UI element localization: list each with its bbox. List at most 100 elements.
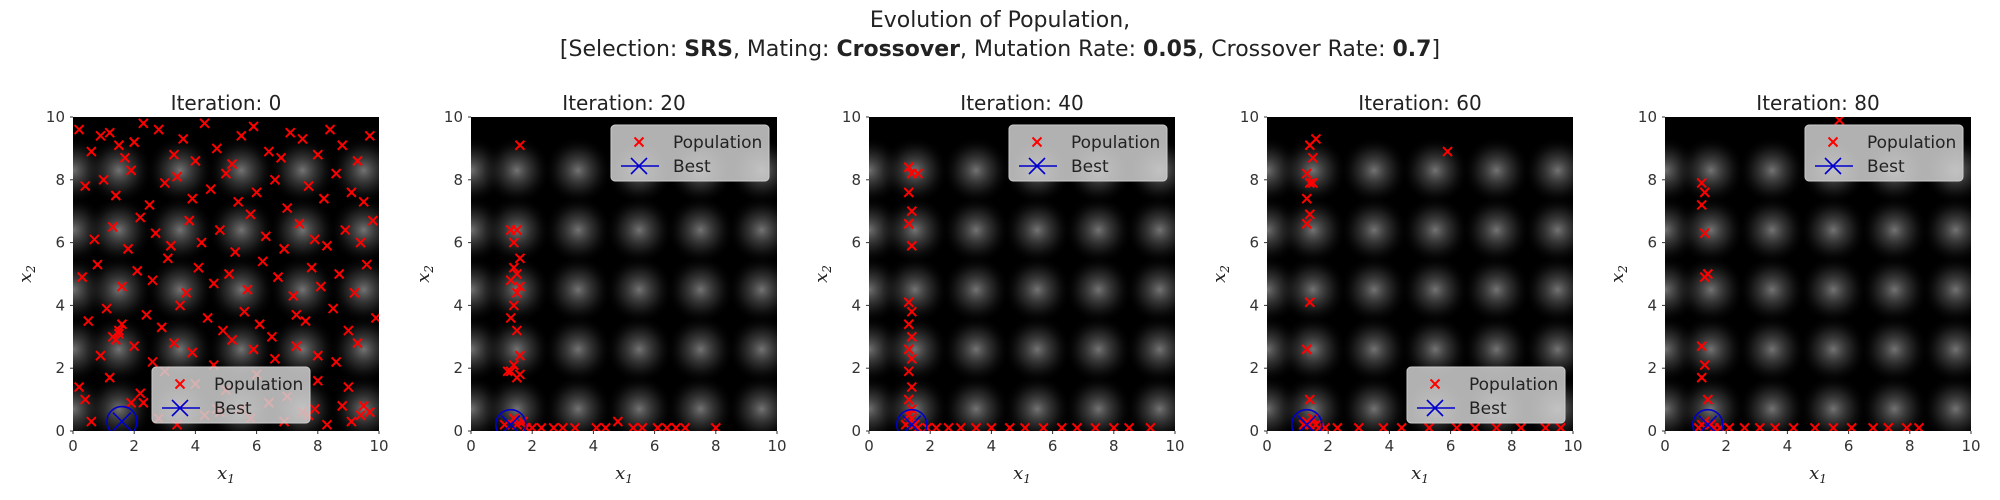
population-point (1038, 422, 1049, 431)
population-point (315, 281, 327, 292)
population-point (300, 315, 311, 327)
population-point (337, 400, 348, 412)
y-tick-label: 2 (851, 359, 861, 377)
landscape-peak (1860, 315, 1929, 384)
population-point (903, 366, 914, 377)
x-tick-label: 6 (1446, 437, 1456, 455)
x-tick-label: 2 (925, 437, 935, 455)
population-point (217, 325, 229, 336)
subplot-title: Iteration: 0 (171, 91, 282, 115)
landscape-peak (1125, 196, 1175, 265)
landscape-peak (1003, 315, 1072, 384)
landscape-peak (84, 136, 153, 205)
landscape-peak (544, 315, 613, 384)
population-point (906, 331, 918, 343)
landscape-peak (1738, 196, 1807, 265)
population-point (202, 312, 213, 324)
population-point (211, 143, 223, 154)
population-point (1913, 422, 1925, 431)
x-tick-label: 8 (1109, 437, 1119, 455)
population-point (986, 422, 997, 431)
selection-value: SRS (684, 37, 733, 62)
population-point (278, 243, 290, 255)
landscape-peak (482, 136, 551, 205)
population-point (1491, 422, 1502, 431)
landscape-peak (146, 315, 215, 384)
legend-population-marker (1031, 136, 1043, 148)
population-point (337, 140, 348, 151)
population-point (1515, 422, 1527, 431)
population-point (505, 312, 516, 324)
legend-best-marker (1028, 157, 1046, 175)
subplot-title: Iteration: 40 (960, 91, 1083, 115)
population-point (138, 397, 149, 408)
population-point (128, 136, 140, 148)
population-point (122, 243, 134, 255)
y-axis-label: x2 (811, 265, 834, 283)
population-point (260, 231, 271, 242)
x-tick-label: 0 (1262, 437, 1272, 455)
population-point (1828, 422, 1839, 431)
legend-population-marker (633, 136, 645, 148)
landscape-peak (1462, 315, 1531, 384)
population-point (104, 372, 115, 383)
landscape-peak (1921, 315, 1971, 384)
landscape-peak (1401, 136, 1470, 205)
population-point (98, 174, 109, 186)
landscape-peak (1401, 196, 1470, 265)
population-point (291, 341, 302, 352)
figure-title-line2: [Selection: SRS, Mating: Crossover, Muta… (0, 35, 2000, 64)
population-point (612, 416, 624, 427)
landscape-peak (1738, 136, 1807, 205)
population-point (1469, 422, 1481, 431)
population-point (330, 168, 342, 179)
landscape-peak (1003, 375, 1072, 431)
population-point (236, 130, 247, 142)
mating-label: , Mating: (732, 37, 837, 62)
x-axis-label: x1 (1411, 463, 1429, 486)
population-point (248, 344, 259, 355)
landscape-peak (942, 255, 1011, 324)
best-series (106, 405, 138, 431)
population-point (502, 366, 513, 377)
x-tick-label: 6 (1048, 437, 1058, 455)
population-point (257, 256, 268, 267)
landscape-peak (207, 255, 276, 324)
population-point (903, 394, 914, 405)
population-point (903, 162, 914, 173)
y-tick-label: 6 (453, 234, 463, 252)
x-tick-label: 8 (711, 437, 721, 455)
subplot-title: Iteration: 60 (1358, 91, 1481, 115)
population-point (193, 262, 204, 273)
population-point (147, 275, 158, 286)
landscape-peak (207, 136, 276, 205)
landscape-peak (1799, 255, 1868, 324)
population-point (330, 356, 342, 368)
y-tick-label: 10 (1240, 108, 1259, 126)
x-tick-label: 6 (252, 437, 262, 455)
population-point (1754, 422, 1766, 431)
population-point (312, 375, 324, 386)
population-point (266, 331, 278, 343)
title-suffix: ] (1431, 37, 1441, 62)
population-point (1396, 422, 1407, 431)
population-point (912, 168, 924, 179)
landscape-peak (84, 375, 153, 431)
population-point (150, 227, 161, 239)
x-tick-label: 6 (650, 437, 660, 455)
population-point (569, 422, 581, 431)
best-series (1290, 408, 1323, 431)
landscape-peak (1860, 375, 1929, 431)
population-point (1307, 152, 1319, 164)
population-point (254, 319, 265, 330)
landscape-peak (1340, 196, 1409, 265)
population-point (536, 422, 547, 431)
best-point (501, 415, 521, 431)
population-point (1304, 394, 1316, 405)
subplot-0: 0 2 4 6 8 10 0 2 4 6 8 10 Iteration: 0 x1 x2 Population… (15, 91, 389, 486)
y-tick-label: 0 (1647, 422, 1657, 440)
legend-population-marker (174, 378, 186, 390)
mating-value: Crossover (836, 37, 960, 62)
population-point (297, 133, 308, 145)
landscape-peak (1340, 315, 1409, 384)
